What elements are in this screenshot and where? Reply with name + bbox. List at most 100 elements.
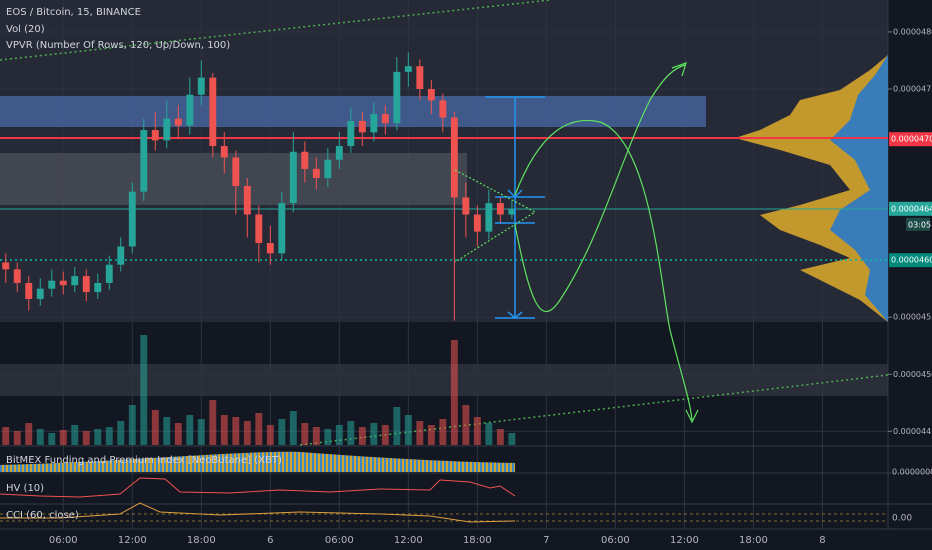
candle-body (197, 77, 205, 95)
axes: 06:00 12:00 18:00 6 06:00 12:00 18:00 7 06:00 12:… (49, 27, 932, 546)
volume-bar (128, 405, 136, 445)
volume-bar (496, 429, 504, 445)
volume-bar (301, 423, 309, 445)
volume-bar (347, 421, 355, 445)
candle-body (450, 117, 458, 198)
cci-line (0, 502, 516, 523)
candle-body (71, 276, 79, 286)
volume-bar (508, 433, 516, 445)
x-tick-label: 12:00 (118, 535, 147, 546)
candle-body (36, 288, 44, 299)
candle-body (151, 130, 159, 141)
candle-body (381, 114, 389, 124)
volume-bar (105, 427, 113, 445)
volume-bar (427, 425, 435, 445)
pane-axis-label: 0.00 (892, 514, 912, 524)
volume-bar (25, 423, 33, 445)
volume-bar (255, 413, 263, 445)
volume-bar (278, 419, 286, 445)
volume-bar (393, 407, 401, 445)
candle-body (209, 77, 217, 147)
candle-body (278, 203, 286, 254)
chart-title: EOS / Bitcoin, 15, BINANCE (6, 7, 141, 18)
candle-body (243, 185, 251, 215)
x-tick-label: 18:00 (739, 535, 768, 546)
candle-body (393, 71, 401, 124)
volume-bar (312, 427, 320, 445)
volume-bar (416, 421, 424, 445)
volume-bar (439, 419, 447, 445)
candle-body (232, 157, 240, 186)
volume-bar (266, 425, 274, 445)
volume-bar (358, 427, 366, 445)
funding-bars (0, 451, 515, 472)
gray-zone (0, 364, 888, 396)
candle-body (462, 197, 470, 215)
candle-body (117, 246, 125, 265)
pane-axis-label: 0.00000000 (892, 468, 932, 477)
volume-bar (48, 433, 56, 445)
candle-body (94, 282, 102, 293)
candle-body (163, 118, 171, 141)
measure-tool (485, 96, 545, 319)
forecast-drawing (454, 62, 699, 424)
price-tag (889, 201, 932, 216)
countdown: 03:05 (908, 220, 931, 229)
candle-body (347, 120, 355, 147)
volume-bar (289, 411, 297, 445)
volume-bar (209, 400, 217, 445)
candle-body (255, 214, 263, 244)
volume-bar (450, 340, 458, 445)
volume-bar (163, 417, 171, 445)
trend-line-bottom (299, 374, 889, 446)
volume-bar (36, 429, 44, 445)
volume-bar (381, 425, 389, 445)
candle-body (140, 130, 148, 192)
y-tick-label: 0.00004800 (893, 27, 932, 36)
candle-body (508, 208, 516, 215)
pane-label: BitMEX Funding and Premium Index [NeoBut… (6, 455, 282, 466)
candle-body (59, 280, 67, 286)
volume-bar (197, 419, 205, 445)
candle-body (404, 66, 412, 72)
hv-line (0, 477, 516, 498)
y-tick-label: 0.00004750 (893, 85, 932, 94)
volume-bar (370, 423, 378, 445)
candle-body (266, 243, 274, 254)
candle-body (174, 118, 182, 126)
y-tick-label: 0.00004450 (893, 427, 932, 436)
candle-body (358, 120, 366, 133)
candle-body (496, 203, 504, 215)
candle-body (427, 89, 435, 101)
countdown-tag (906, 217, 930, 231)
volume-bar (335, 425, 343, 445)
volume-bar (186, 415, 194, 445)
volume-bar (117, 421, 125, 445)
volume-bar (232, 417, 240, 445)
volume-bar (174, 423, 182, 445)
price-tag (889, 132, 932, 147)
candle-body (485, 203, 493, 232)
candle-body (301, 151, 309, 169)
candle-body (105, 264, 113, 283)
candle-body (186, 94, 194, 126)
volume-bar (404, 415, 412, 445)
candle-body (312, 168, 320, 178)
pane-label: CCI (60, close) (6, 510, 79, 521)
indicator-label: VPVR (Number Of Rows, 120, Up/Down, 100) (6, 40, 230, 51)
price-tag (889, 253, 932, 268)
volume-bar (140, 335, 148, 445)
volume-bar (13, 431, 21, 445)
volume-bar (59, 430, 67, 445)
candle-body (25, 282, 33, 299)
x-tick-label: 12:00 (394, 535, 423, 546)
x-tick-label: 06:00 (49, 535, 78, 546)
volume-profile (735, 55, 888, 322)
volume-bar (2, 427, 10, 445)
volume-bar (462, 405, 470, 445)
candle-body (416, 66, 424, 89)
pane-label: HV (10) (6, 483, 44, 494)
